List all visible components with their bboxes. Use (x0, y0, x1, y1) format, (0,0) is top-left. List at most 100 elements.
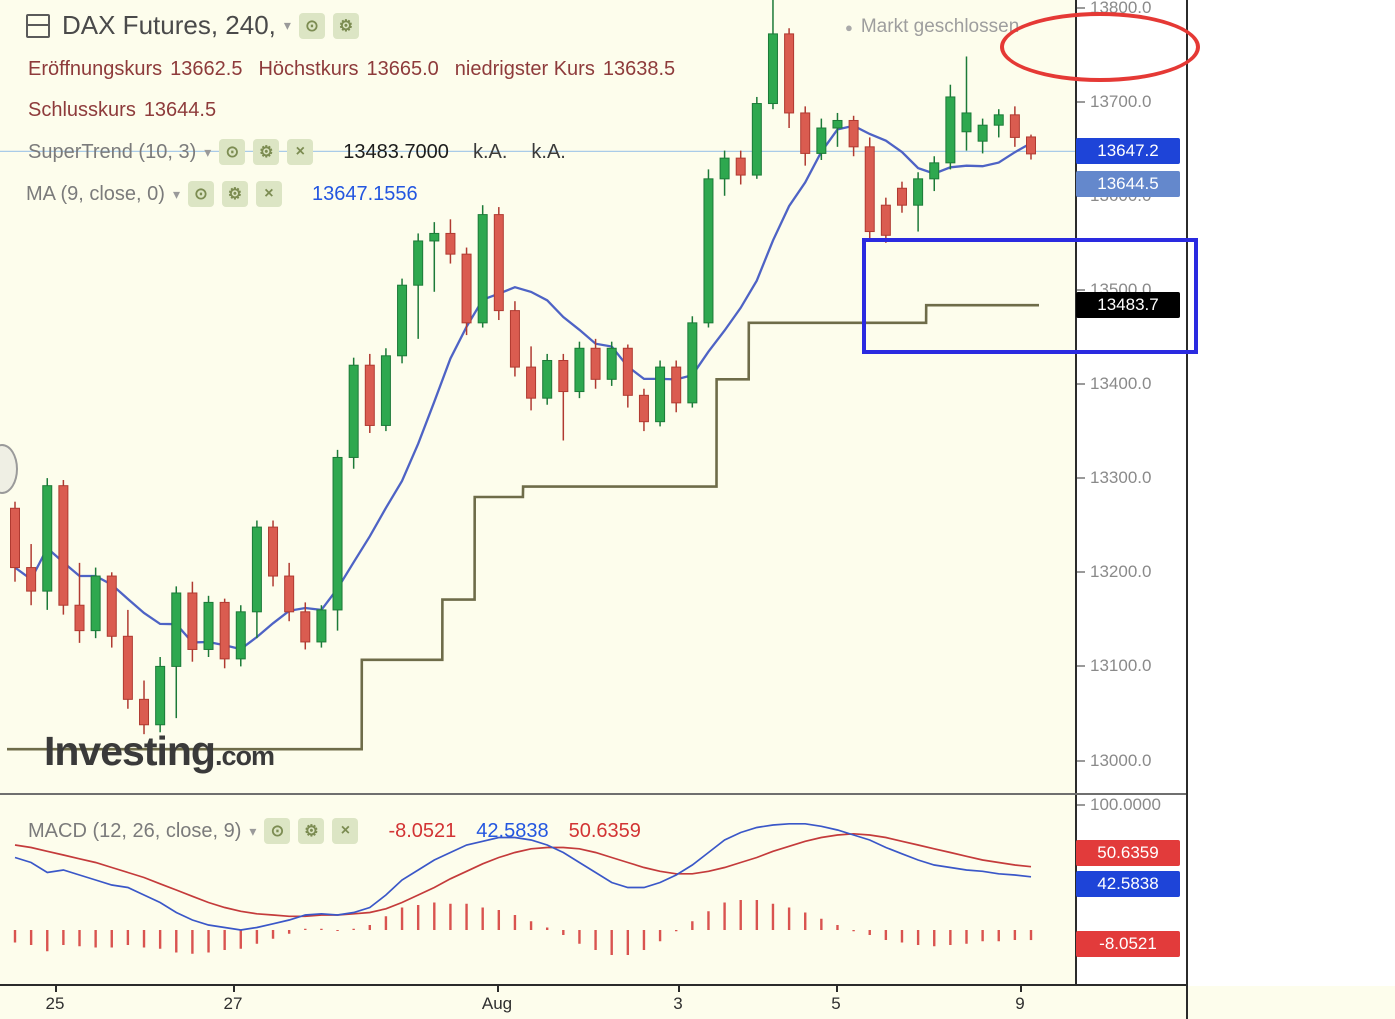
price-axis-label: 13300.0 (1077, 468, 1151, 488)
gear-icon[interactable]: ⚙ (253, 139, 280, 165)
ellipse-annotation[interactable] (1000, 12, 1200, 82)
candle-body (509, 310, 520, 368)
window-icon[interactable] (26, 13, 50, 38)
macd-axis-label: 100.0000 (1077, 795, 1161, 815)
open-label: Eröffnungskurs (28, 58, 163, 80)
supertrend-line (7, 303, 1039, 751)
eye-icon[interactable]: ⊙ (298, 12, 325, 39)
candlestick-chart[interactable] (0, 0, 1075, 793)
macd-histogram-bar (384, 916, 388, 930)
macd-histogram-bar (949, 930, 952, 945)
candle-body (348, 364, 359, 458)
chevron-down-icon[interactable]: ▾ (172, 185, 180, 202)
main-chart-pane[interactable]: DAX Futures, 240, ▾ ⊙ ⚙ Eröffnungskurs 13… (0, 0, 1075, 793)
close-icon[interactable]: × (255, 181, 282, 207)
macd-histogram-bar (433, 902, 436, 930)
macd-histogram-bar (723, 902, 726, 930)
candle-body (751, 103, 762, 176)
candle-body (90, 575, 101, 632)
macd-histogram-bar (675, 930, 678, 932)
candle-body (767, 33, 778, 105)
macd-histogram-bar (175, 930, 178, 953)
high-value: 13665.0 (366, 58, 439, 80)
macd-histogram-bar (771, 903, 775, 930)
pane-separator[interactable] (0, 793, 1186, 795)
macd-histogram-bar (868, 930, 871, 935)
time-axis-label: 9 (1015, 994, 1025, 1013)
close-icon[interactable]: × (332, 818, 359, 844)
macd-histogram-bar (933, 930, 936, 947)
macd-pane[interactable]: MACD (12, 26, close, 9) ▾ ⊙ ⚙ × -8.0521 … (0, 795, 1075, 985)
eye-icon[interactable]: ⊙ (264, 818, 291, 844)
macd-histogram-bar (142, 930, 146, 948)
macd-legend-row: MACD (12, 26, close, 9) ▾ ⊙ ⚙ × -8.0521 … (28, 818, 641, 844)
open-value: 13662.5 (170, 58, 243, 80)
macd-label: MACD (12, 26, close, 9) (28, 819, 242, 842)
macd-histogram-bar (287, 930, 291, 934)
macd-canvas[interactable] (0, 795, 1075, 985)
gear-icon[interactable]: ⚙ (221, 181, 248, 207)
gear-icon[interactable]: ⚙ (332, 12, 359, 39)
candle-body (913, 178, 924, 206)
time-axis-tick (1020, 986, 1022, 992)
macd-histogram-bar (804, 912, 807, 930)
chevron-down-icon[interactable]: ▾ (283, 17, 291, 33)
macd-histogram-bar (916, 930, 920, 945)
eye-icon[interactable]: ⊙ (219, 139, 246, 165)
macd-histogram-bar (94, 930, 97, 948)
main-chart-canvas[interactable] (0, 0, 1075, 793)
macd-histogram-bar (223, 930, 226, 950)
macd-histogram-bar (368, 925, 371, 930)
chevron-down-icon[interactable]: ▾ (204, 143, 212, 160)
candle-body (800, 112, 811, 154)
macd-histogram-bar (207, 930, 210, 953)
candle-body (493, 214, 504, 312)
macd-histogram-bar (320, 928, 323, 930)
candle-body (364, 364, 375, 426)
price-axis-label: 13100.0 (1077, 656, 1151, 676)
gear-icon[interactable]: ⚙ (298, 818, 325, 844)
rectangle-annotation[interactable] (862, 238, 1198, 354)
macd-histogram-bar (642, 930, 646, 950)
price-axis[interactable]: 13800.0 13700.0 13600.0 13500.0 13400.0 13300… (1075, 0, 1188, 984)
close-value: 13644.5 (143, 99, 217, 121)
candle-body (977, 124, 988, 142)
macd-histogram-bar (852, 930, 855, 932)
axis-right-border (1186, 0, 1188, 1019)
candle-body (380, 355, 391, 426)
macd-histogram-bar (739, 900, 742, 930)
candle-body (413, 240, 424, 286)
candle-body (445, 232, 456, 255)
macd-histogram-bar (46, 930, 49, 952)
macd-histogram-bar (497, 910, 501, 930)
candle-body (316, 609, 327, 643)
time-axis-tick (497, 986, 499, 992)
close-icon[interactable]: × (287, 139, 314, 165)
candle-body (139, 698, 150, 726)
time-axis[interactable]: 25 27 Aug 3 5 9 (0, 986, 1395, 1019)
chevron-down-icon[interactable]: ▾ (249, 822, 257, 839)
macd-histogram-bar (1013, 930, 1017, 940)
candle-body (542, 359, 553, 399)
time-axis-label: 27 (223, 994, 243, 1013)
candle-body (203, 601, 214, 650)
time-axis-tick (233, 986, 235, 992)
candle-body (671, 366, 682, 404)
candle-body (832, 119, 843, 129)
ma-value: 13647.1556 (311, 182, 418, 205)
candle-body (574, 347, 585, 393)
macd-histogram-bar (884, 930, 888, 940)
price-axis-label: 13400.0 (1077, 374, 1151, 394)
candle-body (235, 611, 246, 660)
macd-histogram-bar (610, 930, 613, 955)
eye-icon[interactable]: ⊙ (187, 181, 214, 207)
candle-body (461, 253, 472, 324)
status-dot-icon: ● (845, 19, 853, 35)
candle-body (268, 526, 279, 577)
candle-body (251, 526, 262, 613)
macd-histogram-bar (787, 907, 791, 930)
macd-histogram-bar (1029, 930, 1033, 941)
macd-histogram-bar (255, 930, 259, 944)
macd-chart[interactable] (0, 795, 1075, 985)
macd-hist-value: -8.0521 (388, 819, 457, 842)
